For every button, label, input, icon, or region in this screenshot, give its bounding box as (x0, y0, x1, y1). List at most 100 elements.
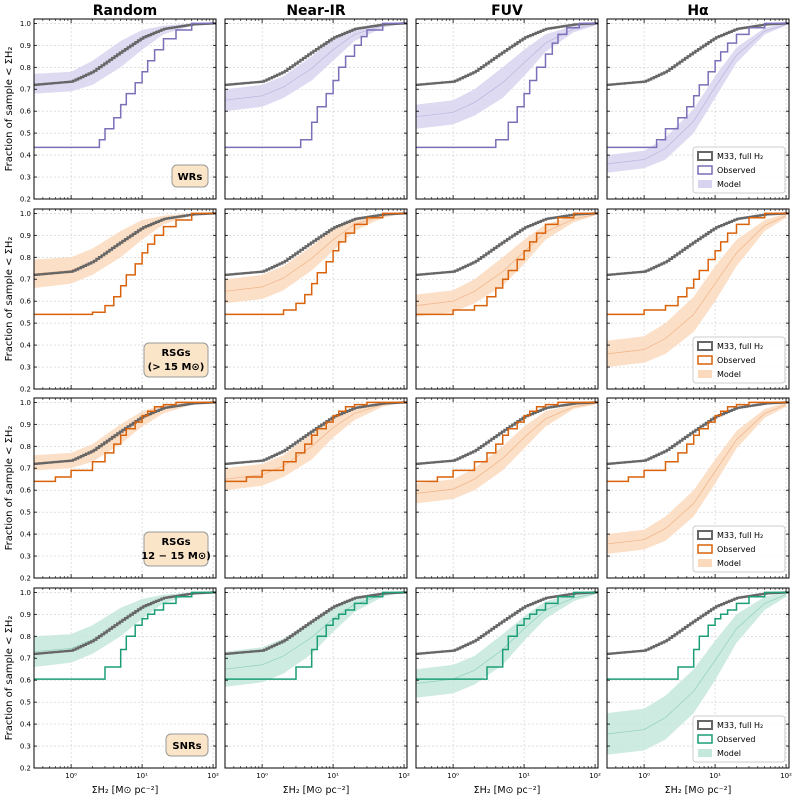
legend-label-observed: Observed (717, 356, 756, 365)
y-axis-label: Fraction of sample < ΣH₂ (4, 237, 15, 362)
panel-frame (33, 208, 217, 390)
panel-rsg_high-2 (415, 208, 599, 390)
legend-swatch-m33 (697, 341, 713, 351)
sample-badge-label: SNRs (172, 741, 201, 752)
panel-plot-area (225, 209, 407, 389)
panel-frame (606, 18, 790, 200)
y-tick-label: 0.6 (20, 677, 32, 685)
legend-label-observed: Observed (717, 545, 756, 554)
panel-rsg_low-3: M33, full H₂ Observed Model (606, 397, 790, 579)
y-tick-label: 0.2 (20, 765, 31, 773)
panel-plot-area (607, 19, 789, 199)
model-median-line (416, 24, 596, 118)
legend (692, 525, 786, 573)
m33-reference-curve (607, 22, 789, 86)
y-tick-label: 0.9 (20, 232, 31, 240)
model-band (34, 23, 214, 94)
legend-swatch-m33 (697, 151, 713, 161)
m33-reference-curve (225, 22, 407, 86)
y-tick-label: 1.0 (20, 210, 31, 218)
y-axis-label: Fraction of sample < ΣH₂ (4, 47, 15, 172)
m33-reference-curve (225, 401, 407, 465)
model-band (607, 592, 787, 755)
y-axis-label: Fraction of sample < ΣH₂ (4, 616, 15, 741)
panel-snr-2: 10⁰ 10¹ 10² (415, 587, 601, 780)
model-median-line (607, 24, 787, 165)
legend-swatch-observed (697, 355, 713, 365)
x-tick-label: 10¹ (327, 772, 339, 780)
y-tick-label: 0.4 (20, 531, 32, 539)
y-tick-label: 1.0 (20, 20, 31, 28)
model-median-line (607, 594, 787, 735)
panel-rsg_low-2 (415, 397, 599, 579)
legend (692, 146, 786, 194)
observed-step-curve (225, 401, 407, 483)
x-axis-label: ΣH₂ [M⊙ pc⁻²] (92, 785, 159, 796)
x-tick-label: 10² (589, 772, 601, 780)
panel-frame (33, 18, 217, 200)
model-band (225, 23, 405, 112)
sample-badge (171, 164, 209, 188)
panel-frame (33, 587, 217, 769)
legend (692, 336, 786, 384)
y-tick-label: 0.3 (20, 743, 31, 751)
panel-rsg_low-1 (224, 397, 408, 579)
observed-step-curve (416, 591, 598, 680)
panel-rsg_high-1 (224, 208, 408, 390)
panel-plot-area (416, 588, 598, 768)
panel-rsg_low-0: 0.2 0.3 0.4 0.5 0.6 0.7 0.8 0.9 1.0 RSGs 12 − 15 M… (20, 397, 217, 583)
panel-snr-0: 0.2 0.3 0.4 0.5 0.6 0.7 0.8 0.9 1.0 10⁰ 10¹ 10² SNRs (20, 587, 219, 780)
sample-badge (165, 733, 209, 757)
panel-wr-1 (224, 18, 408, 200)
y-tick-label: 0.2 (20, 575, 31, 583)
y-tick-label: 0.5 (20, 509, 31, 517)
column-title: Hα (687, 3, 709, 19)
legend-swatch-observed (697, 544, 713, 554)
panel-frame (224, 18, 408, 200)
m33-reference-curve (416, 591, 598, 655)
y-tick-label: 0.4 (20, 342, 32, 350)
x-axis-label: ΣH₂ [M⊙ pc⁻²] (665, 785, 732, 796)
y-tick-label: 0.3 (20, 174, 31, 182)
panel-plot-area (416, 19, 598, 199)
x-axis-label: ΣH₂ [M⊙ pc⁻²] (283, 785, 350, 796)
x-tick-label: 10¹ (709, 772, 721, 780)
observed-step-curve (225, 22, 407, 149)
legend-swatch-m33 (697, 530, 713, 540)
x-tick-label: 10⁰ (638, 772, 650, 780)
panel-frame (415, 397, 599, 579)
legend-label-model: Model (717, 749, 741, 758)
panel-plot-area (416, 209, 598, 389)
observed-step-curve (416, 212, 598, 316)
model-band (34, 213, 214, 288)
y-tick-label: 0.7 (20, 465, 31, 473)
model-band (416, 213, 596, 317)
m33-reference-curve (34, 401, 216, 465)
panel-frame (606, 587, 790, 769)
y-tick-label: 0.9 (20, 421, 31, 429)
y-tick-label: 0.4 (20, 721, 32, 729)
model-median-line (225, 23, 405, 101)
y-tick-label: 0.8 (20, 64, 31, 72)
y-tick-label: 0.6 (20, 108, 32, 116)
panel-snr-1: 10⁰ 10¹ 10² (224, 587, 410, 780)
panel-frame (33, 397, 217, 579)
model-median-line (416, 593, 596, 684)
column-title: Near-IR (286, 3, 346, 19)
model-band (225, 592, 405, 687)
m33-reference-curve (34, 591, 216, 655)
legend-swatch-model (698, 180, 712, 188)
observed-step-curve (34, 591, 216, 680)
sample-badge-label: RSGs (161, 537, 190, 548)
panel-frame (415, 587, 599, 769)
panel-frame (606, 208, 790, 390)
model-band (416, 592, 596, 698)
y-tick-label: 0.6 (20, 298, 32, 306)
y-tick-label: 0.9 (20, 611, 31, 619)
m33-reference-curve (416, 212, 598, 276)
legend-label-model: Model (717, 370, 741, 379)
column-title: Random (93, 3, 157, 19)
x-tick-label: 10⁰ (256, 772, 268, 780)
model-median-line (225, 402, 405, 480)
